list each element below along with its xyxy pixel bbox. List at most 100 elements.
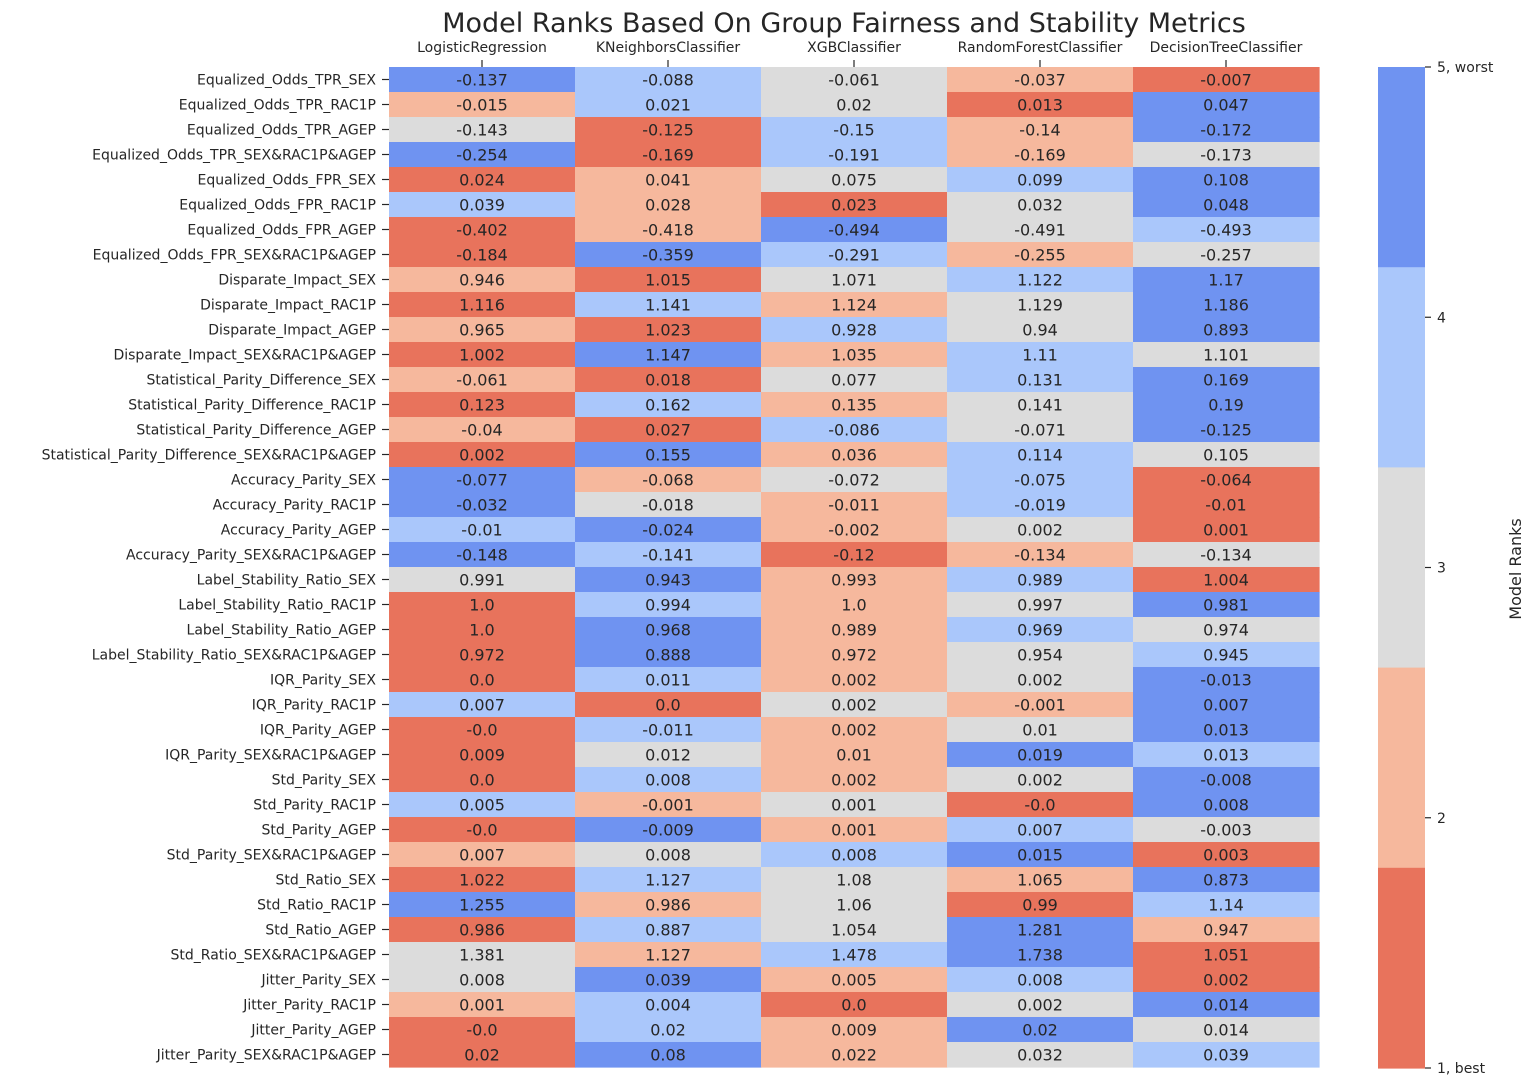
heatmap-cell: [761, 342, 948, 368]
heatmap-cell: [389, 717, 576, 743]
heatmap-cell: [761, 192, 948, 218]
cell-value: -0.015: [456, 96, 508, 115]
cell-value: -0.086: [828, 421, 880, 440]
cell-value: 0.0: [655, 696, 680, 715]
cell-value: 1.17: [1208, 271, 1244, 290]
cell-value: 1.0: [469, 596, 494, 615]
heatmap-cell: [947, 392, 1134, 418]
cell-value: 0.013: [1203, 721, 1249, 740]
heatmap-cell: [575, 867, 762, 893]
heatmap-cell: [761, 942, 948, 968]
heatmap-cell: [575, 367, 762, 393]
cell-value: 0.008: [459, 971, 505, 990]
cell-value: 0.989: [1017, 571, 1063, 590]
cell-value: 1.051: [1203, 946, 1249, 965]
colorbar-label: Model Ranks: [1506, 518, 1525, 619]
cell-value: 0.002: [831, 696, 877, 715]
cell-value: 0.002: [1017, 671, 1063, 690]
heatmap-cell: [575, 492, 762, 518]
heatmap-cell: [389, 442, 576, 468]
cell-value: -0.134: [1014, 546, 1066, 565]
cell-value: 0.993: [831, 571, 877, 590]
cell-value: 0.018: [645, 371, 691, 390]
heatmap-cell: [1133, 617, 1320, 643]
heatmap-cell: [1133, 467, 1320, 493]
cell-value: 0.888: [645, 646, 691, 665]
cell-value: -0.184: [456, 246, 508, 265]
row-label: Label_Stability_Ratio_SEX&RAC1P&AGEP: [92, 648, 376, 664]
heatmap-cell: [1133, 792, 1320, 818]
heatmap-cell: [1133, 817, 1320, 843]
heatmap-cell: [389, 342, 576, 368]
heatmap-cell: [947, 467, 1134, 493]
heatmap-cell: [575, 692, 762, 718]
cell-value: -0.088: [642, 71, 694, 90]
heatmap-cell: [389, 392, 576, 418]
cell-value: 0.893: [1203, 321, 1249, 340]
heatmap-cell: [947, 567, 1134, 593]
heatmap-cell: [761, 217, 948, 243]
heatmap-cell: [947, 417, 1134, 443]
cell-value: 0.013: [1017, 96, 1063, 115]
cell-value: 1.124: [831, 296, 877, 315]
cell-value: 1.002: [459, 346, 505, 365]
cell-value: 1.281: [1017, 921, 1063, 940]
heatmap-cell: [389, 867, 576, 893]
cell-value: -0.173: [1200, 146, 1252, 165]
heatmap-cell: [389, 1017, 576, 1043]
cell-value: -0.072: [828, 471, 880, 490]
row-label: Equalized_Odds_FPR_SEX: [198, 173, 377, 189]
cell-value: 0.008: [1203, 796, 1249, 815]
colorbar-segment: [1378, 67, 1425, 268]
heatmap-cell: [575, 142, 762, 168]
heatmap-cell: [761, 117, 948, 143]
cell-value: -0.01: [461, 521, 502, 540]
row-label: Std_Parity_AGEP: [261, 823, 376, 839]
heatmap-cell: [947, 442, 1134, 468]
row-label: Equalized_Odds_TPR_SEX&RAC1P&AGEP: [92, 148, 376, 164]
heatmap-cell: [389, 92, 576, 118]
heatmap-cell: [761, 692, 948, 718]
heatmap-cell: [947, 267, 1134, 293]
cell-value: -0.001: [642, 796, 694, 815]
cell-value: 0.954: [1017, 646, 1063, 665]
row-label: Equalized_Odds_FPR_RAC1P: [179, 198, 376, 214]
cell-value: 0.0: [469, 671, 494, 690]
cell-value: 0.002: [831, 721, 877, 740]
heatmap-cell: [389, 142, 576, 168]
heatmap-cell: [947, 67, 1134, 93]
row-label: Accuracy_Parity_SEX&RAC1P&AGEP: [126, 548, 376, 564]
heatmap-cell: [761, 817, 948, 843]
cell-value: 0.123: [459, 396, 505, 415]
heatmap-cell: [1133, 517, 1320, 543]
heatmap-cell: [947, 617, 1134, 643]
row-label: Label_Stability_Ratio_RAC1P: [178, 598, 376, 614]
cell-value: 0.048: [1203, 196, 1249, 215]
cell-value: 0.008: [1017, 971, 1063, 990]
cell-value: -0.037: [1014, 71, 1066, 90]
heatmap-cell: [389, 817, 576, 843]
row-label: Statistical_Parity_Difference_RAC1P: [128, 398, 376, 414]
heatmap-cell: [761, 842, 948, 868]
cell-value: 0.105: [1203, 446, 1249, 465]
cell-value: 0.972: [831, 646, 877, 665]
cell-value: 0.02: [464, 1046, 500, 1065]
cell-value: 0.014: [1203, 1021, 1249, 1040]
heatmap-cell: [389, 667, 576, 693]
cell-value: -0.071: [1014, 421, 1066, 440]
cell-value: 0.047: [1203, 96, 1249, 115]
cell-value: -0.009: [642, 821, 694, 840]
cell-value: -0.148: [456, 546, 508, 565]
heatmap-cell: [389, 317, 576, 343]
cell-value: 0.974: [1203, 621, 1249, 640]
cell-value: 1.054: [831, 921, 877, 940]
cell-value: 0.002: [831, 771, 877, 790]
cell-value: -0.0: [466, 1021, 497, 1040]
heatmap-cell: [389, 167, 576, 193]
heatmap-cell: [947, 342, 1134, 368]
cell-value: -0.061: [828, 71, 880, 90]
heatmap-cell: [947, 717, 1134, 743]
heatmap-cell: [389, 592, 576, 618]
cell-value: 0.024: [459, 171, 505, 190]
